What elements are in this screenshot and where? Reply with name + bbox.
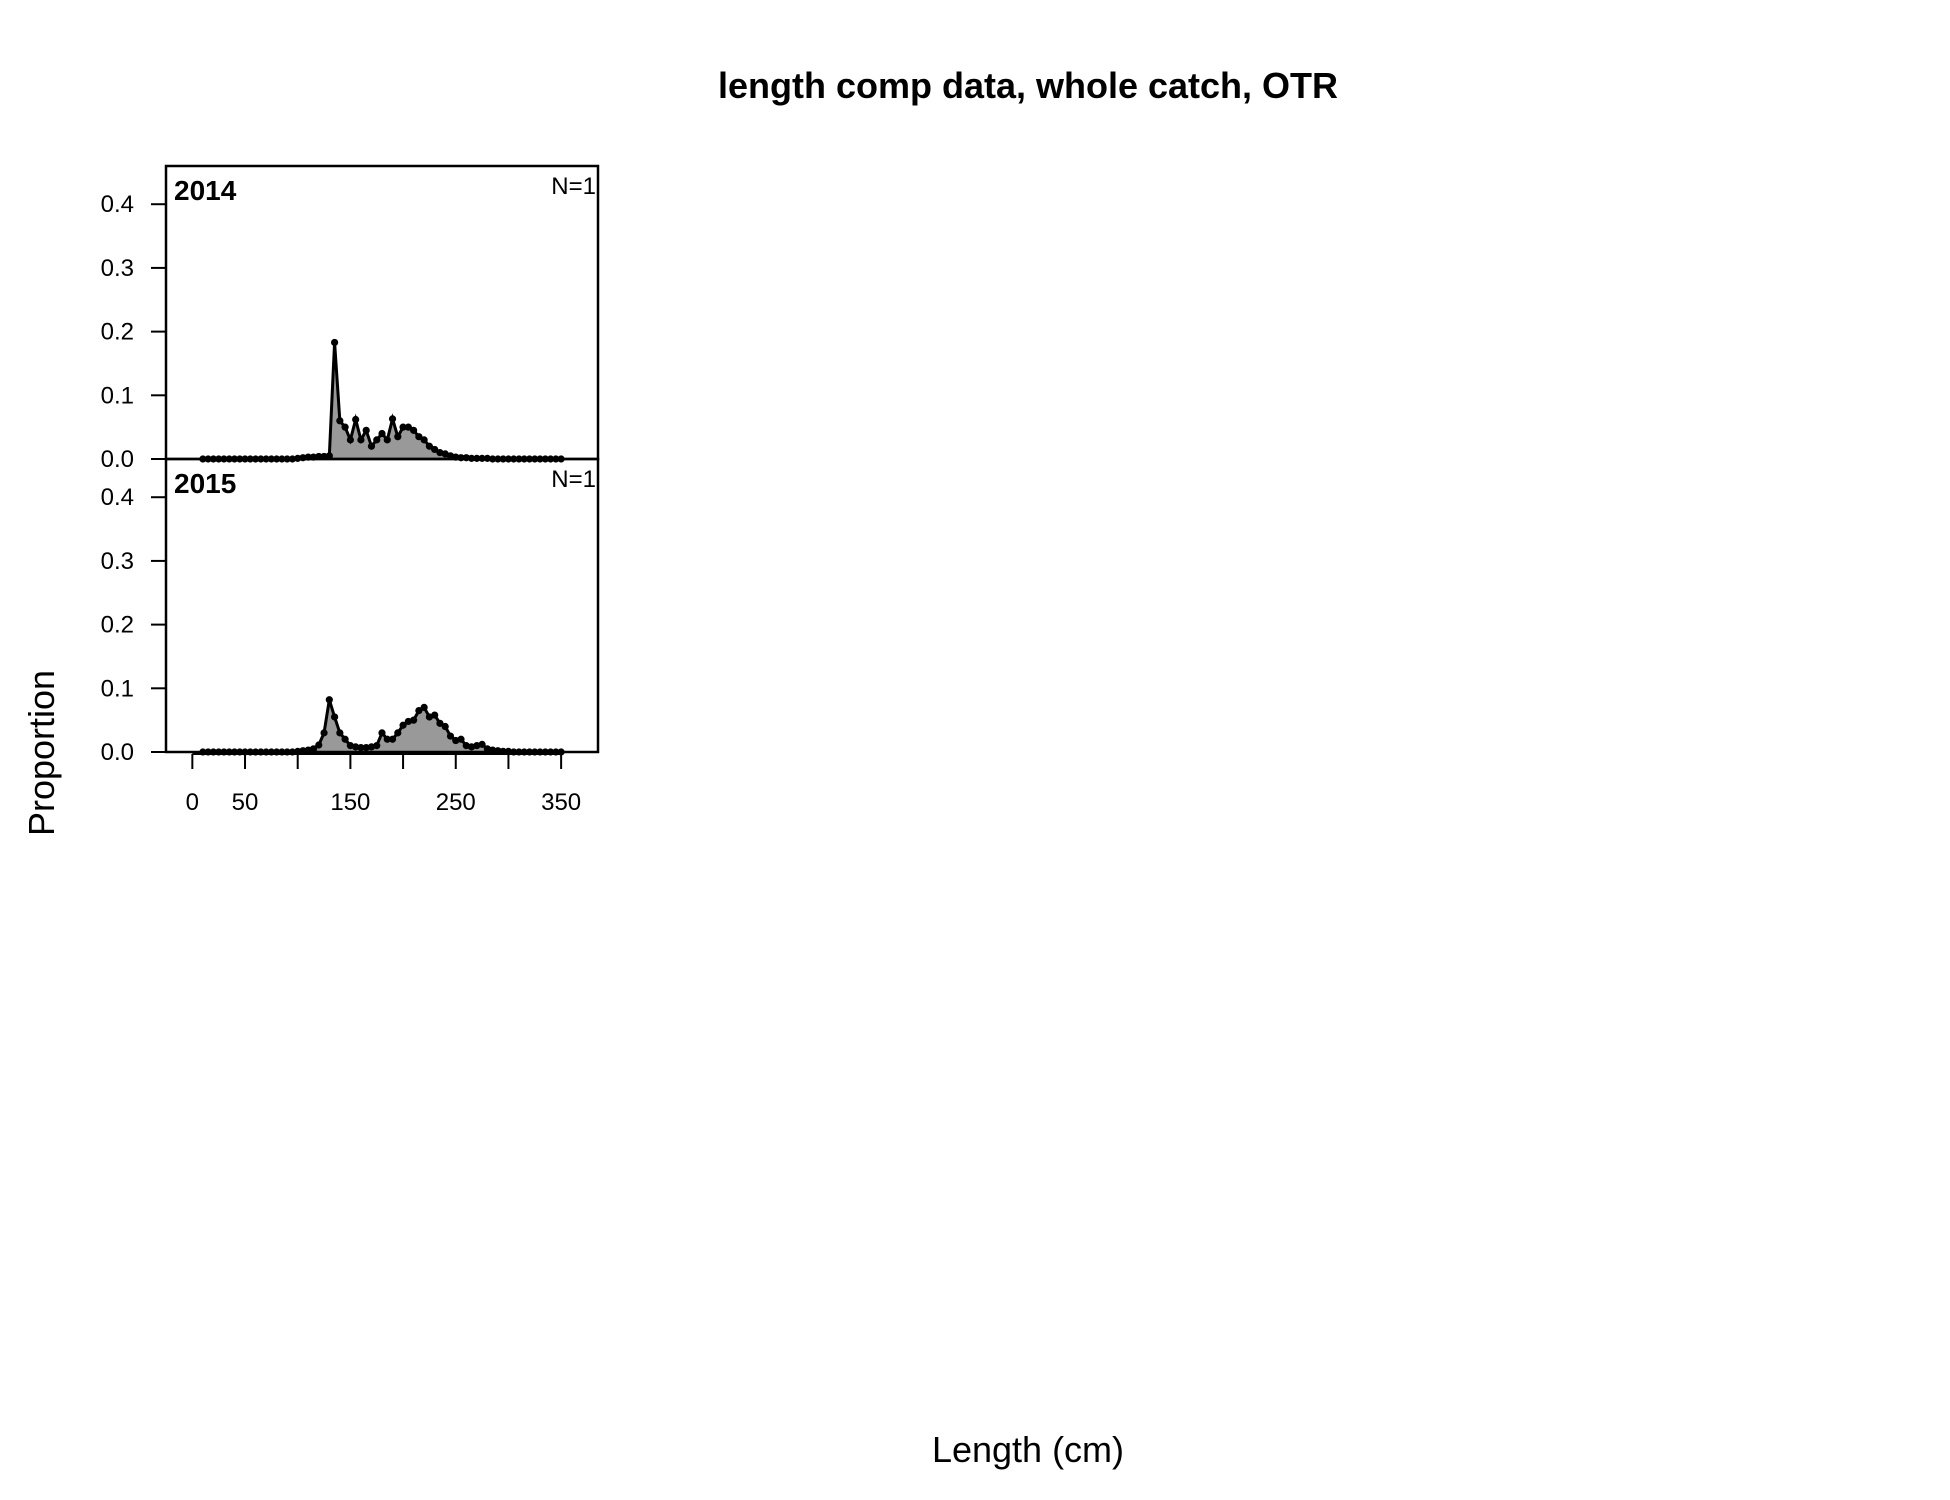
data-point — [315, 741, 323, 749]
area-fill-2014 — [202, 342, 562, 459]
x-tick-label: 350 — [541, 789, 581, 816]
y-tick-label: 0.0 — [101, 739, 134, 766]
data-point — [367, 442, 376, 450]
y-tick-label: 0.4 — [101, 191, 134, 218]
data-point — [378, 429, 386, 438]
data-point — [383, 436, 391, 444]
y-tick-label: 0.1 — [101, 675, 134, 702]
x-tick-label: 0 — [186, 789, 199, 816]
data-point — [420, 703, 428, 712]
data-point — [446, 732, 455, 740]
x-tick-label: 50 — [232, 789, 259, 816]
data-point — [362, 426, 370, 434]
data-point — [441, 722, 449, 731]
n-label: N=1 — [551, 466, 596, 493]
x-axis-title: Length (cm) — [932, 1429, 1124, 1470]
data-point — [320, 729, 328, 737]
data-point — [373, 742, 381, 750]
data-point — [457, 735, 465, 743]
panel-label: 2015 — [174, 468, 236, 499]
data-point — [394, 433, 402, 441]
data-point — [330, 713, 339, 721]
data-point — [346, 436, 354, 444]
data-point — [436, 719, 444, 727]
data-point — [325, 696, 333, 704]
data-point — [394, 729, 402, 737]
n-label: N=1 — [551, 173, 596, 200]
data-point — [341, 735, 349, 743]
data-point — [325, 452, 333, 460]
data-point — [341, 423, 349, 431]
data-point — [425, 442, 434, 450]
y-tick-label: 0.3 — [101, 548, 134, 575]
chart-title: length comp data, whole catch, OTR — [718, 65, 1338, 106]
panel-2015: 0.0 0.1 0.2 0.3 0.4 2015 N=1 — [101, 457, 600, 766]
data-point — [357, 743, 365, 752]
panel-label: 2014 — [174, 175, 237, 206]
data-point — [362, 743, 370, 752]
x-tick-label: 150 — [330, 789, 370, 816]
y-tick-label: 0.0 — [101, 446, 134, 473]
data-point — [330, 338, 339, 347]
data-point — [431, 445, 439, 454]
data-point — [357, 436, 365, 444]
data-point — [415, 707, 423, 715]
y-tick-label: 0.1 — [101, 382, 134, 409]
y-tick-label: 0.4 — [101, 484, 134, 511]
data-point — [399, 721, 407, 729]
data-point — [373, 436, 381, 444]
x-axis: 0 50 150 250 350 — [186, 753, 581, 816]
data-point — [388, 735, 397, 743]
data-point — [410, 716, 418, 724]
panel-frame — [164, 457, 600, 754]
data-point — [420, 436, 428, 444]
y-axis-title: Proportion — [21, 670, 62, 836]
data-point — [352, 743, 360, 751]
data-point — [383, 735, 391, 743]
data-point — [399, 423, 407, 431]
data-point — [336, 417, 344, 425]
data-point — [404, 423, 412, 431]
y-tick-label: 0.2 — [101, 319, 134, 346]
area-fill-2015 — [202, 699, 562, 752]
y-tick-label: 0.2 — [101, 612, 134, 639]
data-point — [352, 415, 360, 424]
data-point — [378, 729, 386, 737]
data-point — [431, 711, 439, 719]
data-point — [309, 745, 318, 753]
data-point — [410, 426, 418, 434]
data-point — [478, 740, 486, 748]
data-point — [388, 415, 397, 423]
y-tick-label: 0.3 — [101, 255, 134, 282]
data-point — [336, 729, 344, 737]
panel-frame — [164, 164, 600, 461]
x-tick-label: 250 — [436, 789, 476, 816]
panel-2014: 0.0 0.1 0.2 0.3 0.4 2014 N=1 — [101, 164, 600, 473]
panels-group: 0.0 0.1 0.2 0.3 0.4 2014 N=1 0.0 0.1 0.2 0.3 0.4 201… — [101, 164, 600, 816]
data-point — [415, 433, 423, 441]
